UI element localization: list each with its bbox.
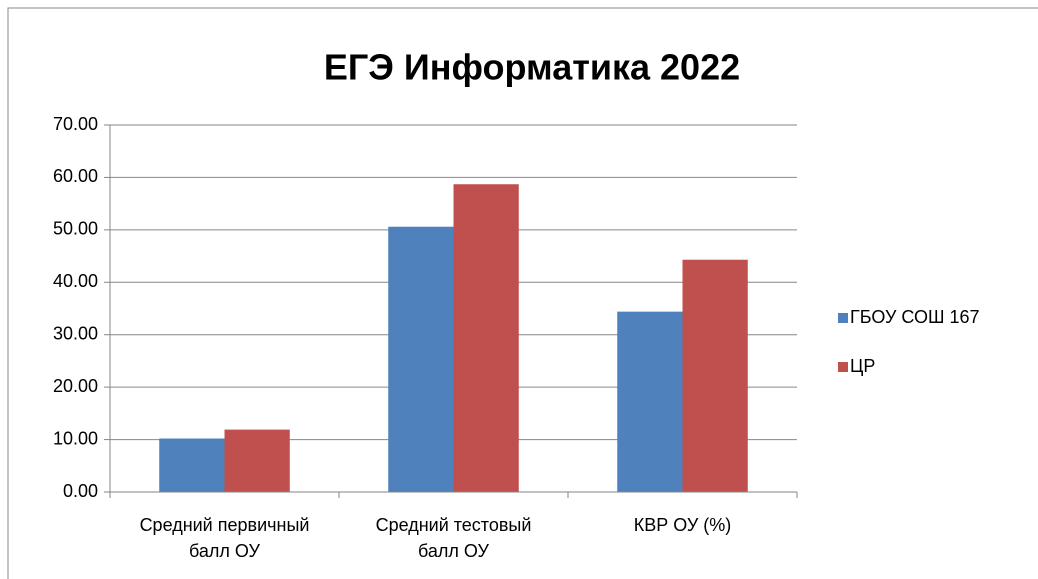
legend-swatch: [838, 362, 848, 372]
y-tick-label: 0.00: [63, 481, 98, 501]
y-tick-label: 60.00: [53, 166, 98, 186]
bar: [453, 184, 519, 492]
bar: [682, 259, 748, 492]
bar: [224, 429, 290, 492]
x-tick-label: Средний тестовый балл ОУ: [375, 515, 532, 561]
x-tick-label: КВР ОУ (%): [633, 515, 732, 535]
y-tick-label: 30.00: [53, 323, 98, 343]
legend-label: ГБОУ СОШ 167: [850, 307, 980, 327]
chart-title: ЕГЭ Информатика 2022: [324, 47, 740, 88]
legend-label: ЦР: [850, 356, 875, 376]
bar: [388, 226, 454, 492]
y-tick-label: 10.00: [53, 428, 98, 448]
x-tick-label: Средний первичный балл ОУ: [139, 515, 310, 561]
bar: [617, 311, 683, 492]
y-tick-label: 40.00: [53, 271, 98, 291]
y-tick-label: 20.00: [53, 376, 98, 396]
bar: [159, 438, 225, 492]
chart-border: [7, 7, 1038, 579]
legend-swatch: [838, 313, 848, 323]
y-tick-label: 50.00: [53, 219, 98, 239]
y-tick-label: 70.00: [53, 114, 98, 134]
